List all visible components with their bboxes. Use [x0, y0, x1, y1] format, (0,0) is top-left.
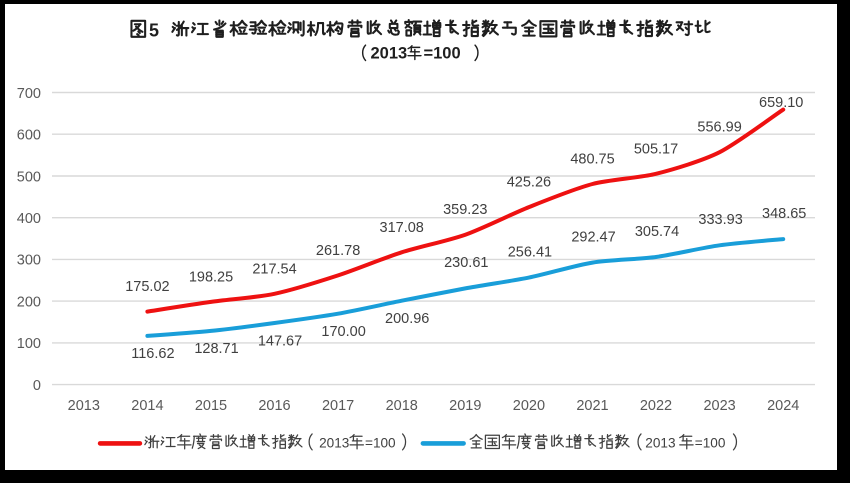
svg-text:128.71: 128.71	[194, 341, 238, 357]
svg-text:200: 200	[17, 294, 41, 310]
svg-text:2013: 2013	[68, 398, 100, 414]
svg-text:116.62: 116.62	[131, 346, 174, 362]
svg-text:5: 5	[149, 21, 159, 41]
svg-text:317.08: 317.08	[380, 220, 424, 236]
svg-text:305.74: 305.74	[635, 224, 679, 240]
svg-text:261.78: 261.78	[316, 243, 360, 259]
svg-text:2020: 2020	[513, 398, 545, 414]
svg-text:175.02: 175.02	[125, 279, 169, 295]
svg-text:500: 500	[17, 169, 41, 185]
svg-text:2024: 2024	[767, 398, 799, 414]
svg-text:556.99: 556.99	[697, 120, 741, 136]
svg-text:230.61: 230.61	[444, 255, 488, 271]
svg-text:100: 100	[17, 336, 41, 352]
svg-text:2013: 2013	[319, 436, 349, 451]
svg-text:217.54: 217.54	[252, 261, 296, 277]
svg-text:2014: 2014	[131, 398, 163, 414]
svg-text:=100: =100	[365, 436, 396, 451]
svg-text:0: 0	[33, 378, 41, 394]
svg-text:600: 600	[17, 128, 41, 144]
svg-text:505.17: 505.17	[634, 141, 678, 157]
svg-text:2017: 2017	[322, 398, 354, 414]
svg-text:300: 300	[17, 253, 41, 269]
svg-text:333.93: 333.93	[698, 212, 742, 228]
svg-text:=100: =100	[424, 44, 461, 62]
svg-text:2015: 2015	[195, 398, 227, 414]
svg-text:400: 400	[17, 211, 41, 227]
svg-text:480.75: 480.75	[570, 152, 614, 168]
svg-text:2022: 2022	[640, 398, 672, 414]
svg-text:200.96: 200.96	[385, 311, 429, 327]
svg-text:2016: 2016	[258, 398, 290, 414]
svg-text:359.23: 359.23	[443, 202, 487, 218]
svg-text:198.25: 198.25	[189, 269, 233, 285]
svg-text:2023: 2023	[703, 398, 735, 414]
svg-text:700: 700	[17, 86, 41, 102]
svg-text:659.10: 659.10	[759, 95, 803, 111]
svg-text:256.41: 256.41	[508, 244, 552, 260]
svg-text:170.00: 170.00	[321, 324, 365, 340]
svg-text:2018: 2018	[386, 398, 418, 414]
svg-text:292.47: 292.47	[571, 229, 615, 245]
svg-text:147.67: 147.67	[258, 333, 302, 349]
svg-text:2013: 2013	[371, 44, 408, 62]
svg-text:2013: 2013	[645, 436, 675, 451]
svg-text:2019: 2019	[449, 398, 481, 414]
svg-text:2021: 2021	[576, 398, 608, 414]
svg-text:348.65: 348.65	[762, 206, 806, 222]
svg-text:425.26: 425.26	[507, 175, 551, 191]
svg-text:=100: =100	[695, 436, 726, 451]
